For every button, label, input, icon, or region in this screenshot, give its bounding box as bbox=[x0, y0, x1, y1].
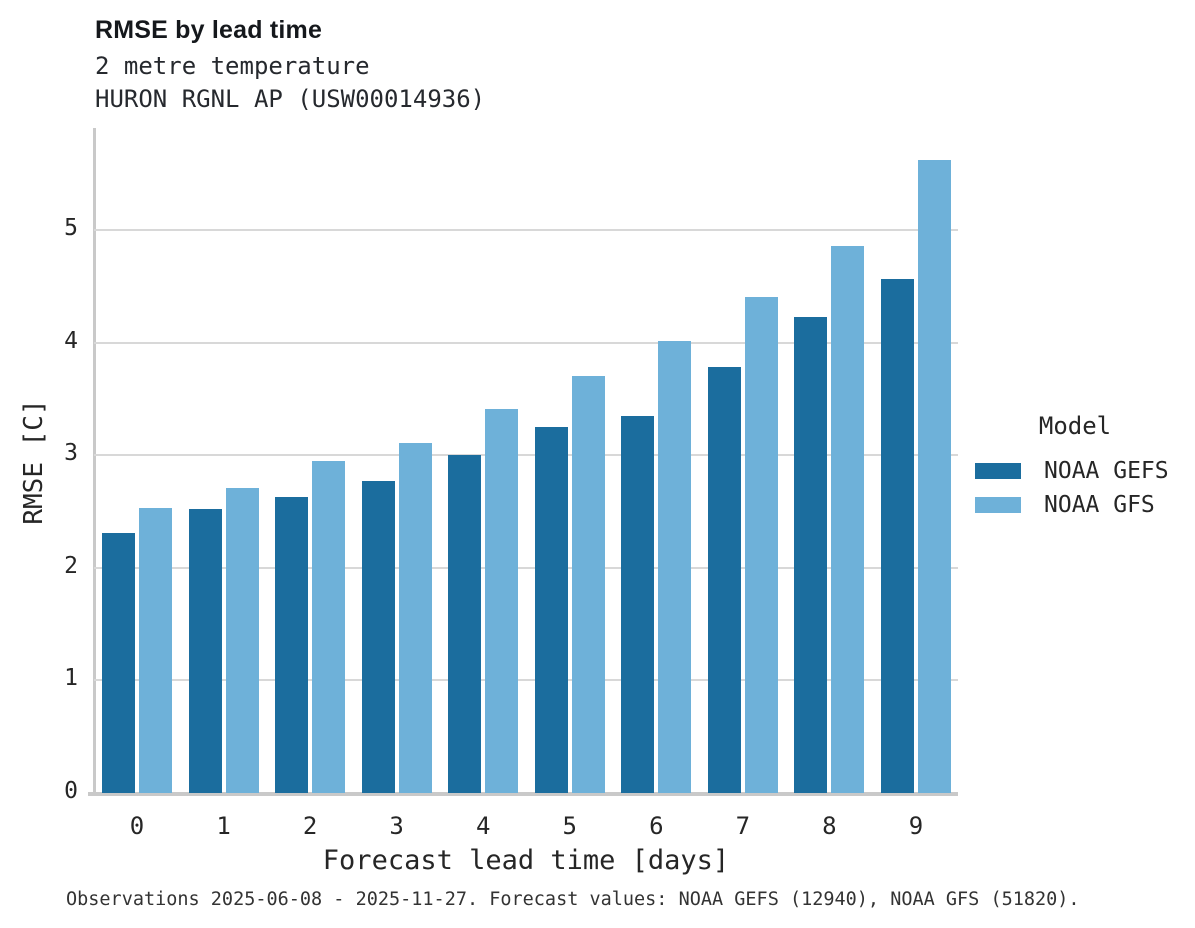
x-tick-label-4: 4 bbox=[475, 812, 491, 840]
y-tick-label-5: 5 bbox=[64, 215, 78, 242]
y-tick-label-0: 0 bbox=[64, 778, 78, 804]
plot-area bbox=[88, 128, 958, 796]
chart-subtitle-variable: 2 metre temperature bbox=[95, 52, 370, 80]
legend-entry-noaa-gefs: NOAA GEFS bbox=[975, 454, 1185, 488]
bar-noaa-gfs-lead-8 bbox=[831, 246, 865, 793]
gridline-y-1 bbox=[94, 679, 958, 682]
bar-noaa-gefs-lead-3 bbox=[361, 481, 395, 793]
legend-label: NOAA GFS bbox=[1044, 492, 1155, 518]
legend-title: Model bbox=[1038, 412, 1112, 440]
legend-entries: NOAA GEFS NOAA GFS bbox=[975, 454, 1185, 522]
x-axis-spine bbox=[88, 792, 958, 796]
bar-noaa-gfs-lead-3 bbox=[398, 443, 432, 793]
bar-noaa-gefs-lead-7 bbox=[707, 366, 741, 793]
bar-noaa-gfs-lead-6 bbox=[658, 340, 692, 793]
x-tick-label-2: 2 bbox=[302, 812, 318, 840]
bar-noaa-gfs-lead-4 bbox=[485, 409, 519, 793]
chart-subtitle-station: HURON RGNL AP (USW00014936) bbox=[95, 85, 486, 113]
y-axis-spine bbox=[93, 128, 96, 796]
bar-noaa-gefs-lead-6 bbox=[621, 416, 655, 793]
legend-swatch-noaa-gfs bbox=[975, 497, 1021, 513]
figure-caption: Observations 2025-06-08 - 2025-11-27. Fo… bbox=[66, 889, 1080, 910]
x-tick-label-6: 6 bbox=[649, 812, 664, 840]
x-tick-label-0: 0 bbox=[129, 812, 145, 840]
bar-noaa-gfs-lead-0 bbox=[139, 508, 172, 793]
gridline-y-2 bbox=[94, 566, 958, 569]
bar-noaa-gfs-lead-7 bbox=[744, 296, 778, 793]
gridline-y-4 bbox=[94, 341, 958, 344]
bar-noaa-gfs-lead-5 bbox=[571, 375, 605, 793]
bar-noaa-gefs-lead-4 bbox=[448, 455, 482, 793]
legend-entry-noaa-gfs: NOAA GFS bbox=[975, 488, 1185, 522]
x-tick-label-3: 3 bbox=[389, 812, 404, 840]
bar-noaa-gefs-lead-2 bbox=[275, 497, 309, 793]
gridline-y-5 bbox=[94, 229, 958, 232]
y-tick-label-4: 4 bbox=[64, 327, 78, 354]
x-tick-label-7: 7 bbox=[735, 812, 751, 840]
y-tick-label-2: 2 bbox=[64, 552, 78, 579]
bar-noaa-gfs-lead-9 bbox=[917, 159, 951, 793]
bar-noaa-gefs-lead-1 bbox=[188, 509, 222, 793]
bar-noaa-gefs-lead-5 bbox=[534, 427, 568, 793]
legend-swatch-noaa-gefs bbox=[975, 463, 1021, 479]
x-tick-label-1: 1 bbox=[216, 812, 231, 840]
x-tick-label-8: 8 bbox=[822, 812, 837, 840]
x-tick-label-9: 9 bbox=[908, 812, 924, 840]
bar-noaa-gefs-lead-8 bbox=[794, 317, 828, 793]
x-tick-label-5: 5 bbox=[562, 812, 577, 840]
bar-noaa-gefs-lead-9 bbox=[880, 278, 914, 793]
bar-noaa-gfs-lead-1 bbox=[225, 488, 259, 793]
x-axis-label: Forecast lead time [days] bbox=[322, 845, 730, 876]
chart-title: RMSE by lead time bbox=[95, 16, 323, 44]
y-tick-label-1: 1 bbox=[64, 665, 78, 692]
gridline-y-3 bbox=[94, 454, 958, 457]
y-tick-label-3: 3 bbox=[64, 440, 78, 467]
bar-noaa-gfs-lead-2 bbox=[312, 461, 346, 793]
legend-label: NOAA GEFS bbox=[1044, 458, 1169, 484]
legend: Model NOAA GEFS NOAA GFS bbox=[975, 412, 1185, 522]
bar-noaa-gefs-lead-0 bbox=[102, 533, 135, 793]
